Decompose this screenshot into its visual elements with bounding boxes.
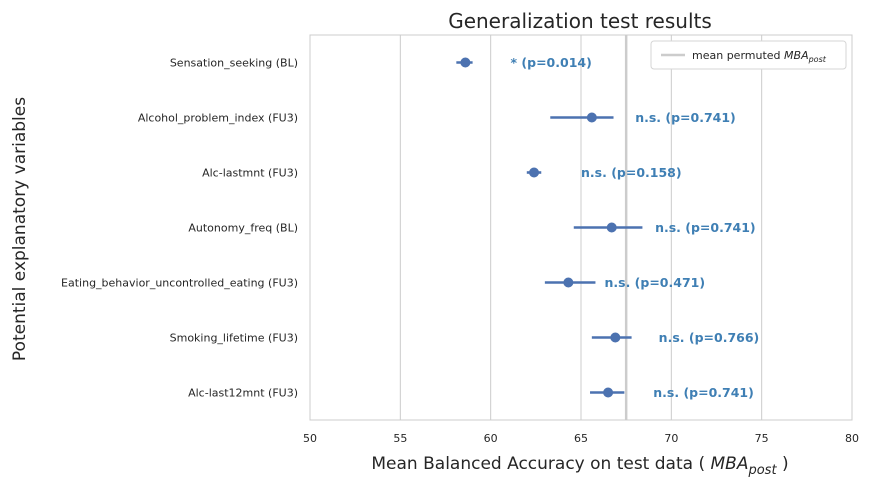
data-point	[563, 277, 574, 288]
y-tick-label: Sensation_seeking (BL)	[170, 57, 298, 70]
x-tick-label: 55	[393, 432, 407, 445]
data-point	[460, 57, 471, 68]
legend-box	[650, 40, 847, 70]
x-tick-label: 75	[755, 432, 769, 445]
significance-annotation: n.s. (p=0.741)	[635, 110, 736, 125]
data-point	[529, 167, 540, 178]
x-tick-label: 70	[664, 432, 678, 445]
plot-frame	[309, 34, 853, 421]
data-point	[606, 222, 617, 233]
significance-annotation: n.s. (p=0.766)	[659, 330, 760, 345]
x-axis-label: Mean Balanced Accuracy on test data ( MB…	[371, 454, 788, 478]
y-tick-label: Alcohol_problem_index (FU3)	[138, 112, 298, 125]
legend: mean permuted MBApost	[650, 40, 847, 70]
x-tick-label: 65	[574, 432, 588, 445]
y-tick-label: Alc-last12mnt (FU3)	[188, 387, 298, 400]
significance-annotation: n.s. (p=0.741)	[655, 220, 756, 235]
data-point	[610, 332, 621, 343]
significance-annotation: n.s. (p=0.471)	[604, 275, 705, 290]
significance-annotation: n.s. (p=0.741)	[653, 385, 754, 400]
x-tick-label: 50	[303, 432, 317, 445]
data-point	[603, 387, 614, 398]
data-point	[586, 112, 597, 123]
x-tick-label: 80	[845, 432, 859, 445]
chart-title: Generalization test results	[448, 9, 712, 33]
x-tick-label: 60	[484, 432, 498, 445]
y-axis-label: Potential explanatory variables	[10, 97, 30, 361]
y-tick-label: Autonomy_freq (BL)	[188, 222, 298, 235]
legend-label: mean permuted MBApost	[692, 49, 827, 64]
significance-annotation: n.s. (p=0.158)	[581, 165, 682, 180]
y-tick-label: Smoking_lifetime (FU3)	[170, 332, 298, 345]
significance-annotation: * (p=0.014)	[511, 55, 592, 70]
y-tick-label: Eating_behavior_uncontrolled_eating (FU3…	[61, 277, 298, 290]
y-tick-label: Alc-lastmnt (FU3)	[202, 167, 298, 180]
